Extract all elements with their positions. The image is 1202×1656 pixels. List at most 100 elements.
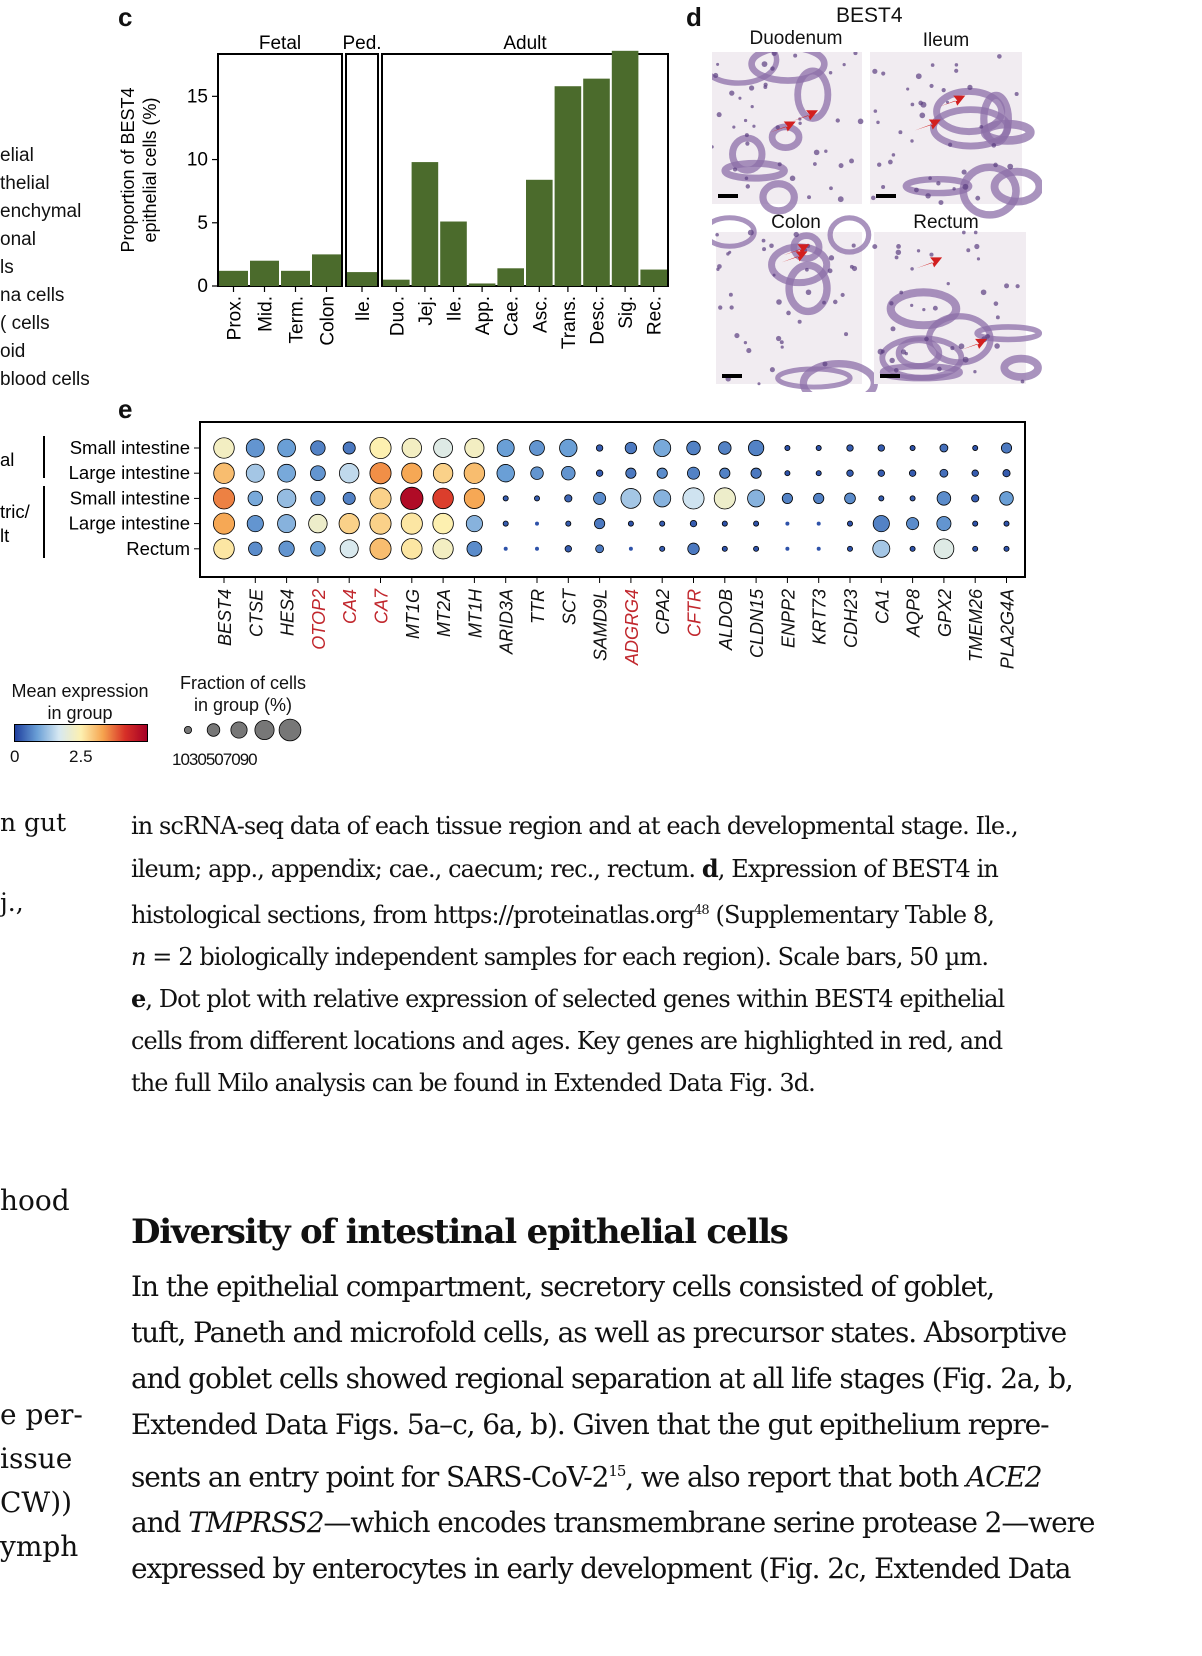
expression-dot — [310, 541, 326, 557]
expression-dot — [595, 444, 604, 452]
nucleus — [938, 200, 944, 206]
nucleus — [991, 143, 997, 148]
nucleus — [976, 257, 981, 261]
expression-dot — [719, 467, 731, 479]
tissue-fold — [933, 87, 1006, 136]
expression-dot — [339, 463, 360, 484]
nucleus — [716, 112, 722, 118]
nucleus — [748, 85, 755, 91]
expression-dot — [338, 513, 360, 535]
expression-dot — [535, 546, 539, 551]
nucleus — [929, 83, 934, 89]
nucleus — [757, 382, 761, 386]
expression-dot — [400, 486, 424, 511]
nucleus — [871, 195, 876, 201]
expression-dot — [369, 462, 392, 485]
expression-dot — [971, 469, 979, 477]
expression-dot — [369, 512, 392, 535]
nucleus — [950, 346, 955, 351]
tissue-fold — [794, 67, 832, 122]
histo-label-ileum: Ileum — [922, 30, 970, 51]
histology-tile — [872, 230, 1042, 384]
nucleus — [805, 289, 812, 296]
x-tick-label: Ile. — [445, 296, 466, 321]
expression-dot — [502, 520, 509, 527]
nucleus — [838, 163, 844, 169]
expression-dot — [718, 441, 732, 455]
expression-dot — [815, 445, 822, 451]
nucleus — [898, 130, 903, 135]
nucleus — [881, 185, 886, 190]
nucleus — [932, 305, 938, 311]
nucleus — [775, 125, 780, 130]
bar — [347, 272, 377, 286]
nucleus — [728, 292, 733, 297]
nucleus — [849, 158, 855, 164]
nucleus — [1004, 283, 1010, 289]
expression-dot — [245, 463, 265, 483]
nucleus — [822, 300, 826, 305]
expression-dot — [529, 440, 545, 456]
panel-d-title: BEST4 — [836, 4, 903, 27]
expression-dot — [432, 538, 454, 560]
nucleus — [729, 305, 734, 310]
nucleus — [762, 247, 767, 252]
expression-dot — [847, 545, 853, 552]
nucleus — [973, 230, 978, 235]
legend-fragment-item: onal — [0, 229, 36, 250]
nucleus — [716, 62, 720, 66]
nucleus — [772, 273, 776, 277]
expression-dot — [594, 518, 606, 530]
y-tick-label: 15 — [187, 86, 208, 107]
nucleus — [924, 336, 929, 342]
size-legend-dot — [183, 725, 193, 735]
gene-label: AQP8 — [904, 589, 924, 638]
bar — [640, 269, 667, 286]
group-label: Fetal — [259, 33, 301, 54]
nucleus — [813, 149, 820, 156]
x-tick-label: Sig. — [616, 296, 637, 329]
nucleus — [925, 193, 931, 199]
nucleus — [904, 351, 908, 356]
expression-dot — [213, 538, 235, 560]
expression-dot — [561, 465, 576, 481]
x-tick-label: App. — [473, 296, 494, 335]
row-label: Large intestine — [69, 462, 190, 483]
x-tick-label: Ile. — [353, 296, 374, 321]
nucleus — [910, 267, 914, 271]
expression-dot — [625, 467, 637, 479]
nucleus — [780, 345, 784, 349]
expression-dot — [463, 462, 486, 484]
tissue-fold — [790, 232, 823, 262]
expression-dot — [342, 441, 356, 455]
row-label: Large intestine — [69, 513, 190, 534]
bar — [383, 279, 410, 286]
histology-tile — [712, 215, 878, 392]
red-arrow-icon — [769, 121, 796, 133]
nucleus — [769, 243, 774, 249]
nucleus — [717, 264, 722, 269]
nucleus — [789, 175, 796, 182]
gene-label: CDH23 — [841, 589, 861, 648]
left-text-fragment: ymph — [0, 1530, 79, 1563]
gene-label: GPX2 — [935, 589, 955, 637]
expression-dot — [624, 441, 638, 455]
gene-label: ADGRG4 — [622, 589, 642, 666]
panel-d-letter: d — [686, 2, 702, 32]
nucleus — [729, 90, 735, 96]
expression-dot — [278, 540, 295, 557]
bar — [583, 78, 610, 286]
expression-dot — [535, 521, 539, 526]
red-arrow-icon — [783, 244, 810, 256]
bar — [411, 162, 439, 286]
expression-dot — [401, 462, 423, 484]
expression-dot — [310, 490, 326, 506]
red-arrow-icon — [914, 119, 941, 131]
expression-dot — [785, 546, 790, 551]
nucleus — [822, 361, 828, 367]
expression-dot — [909, 495, 916, 502]
expression-dot — [595, 544, 604, 554]
nucleus — [954, 63, 959, 67]
bar — [281, 270, 310, 286]
expression-dot — [689, 519, 698, 528]
